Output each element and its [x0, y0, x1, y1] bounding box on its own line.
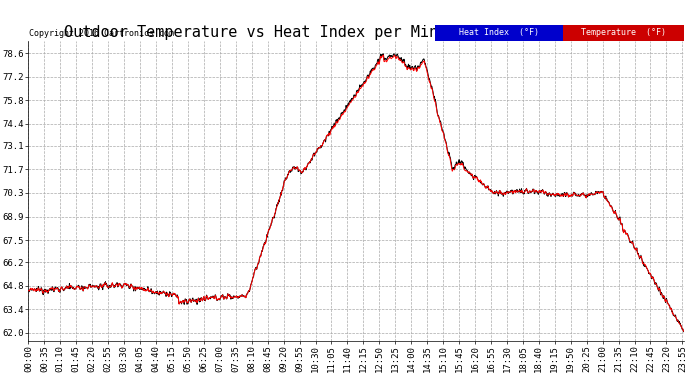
Title: Outdoor Temperature vs Heat Index per Minute (24 Hours) 20160925: Outdoor Temperature vs Heat Index per Mi… [64, 25, 649, 40]
Text: Temperature  (°F): Temperature (°F) [581, 28, 666, 38]
FancyBboxPatch shape [563, 25, 684, 41]
Text: Heat Index  (°F): Heat Index (°F) [459, 28, 539, 38]
Text: Copyright 2016 Cartronics.com: Copyright 2016 Cartronics.com [29, 30, 174, 39]
FancyBboxPatch shape [435, 25, 563, 41]
